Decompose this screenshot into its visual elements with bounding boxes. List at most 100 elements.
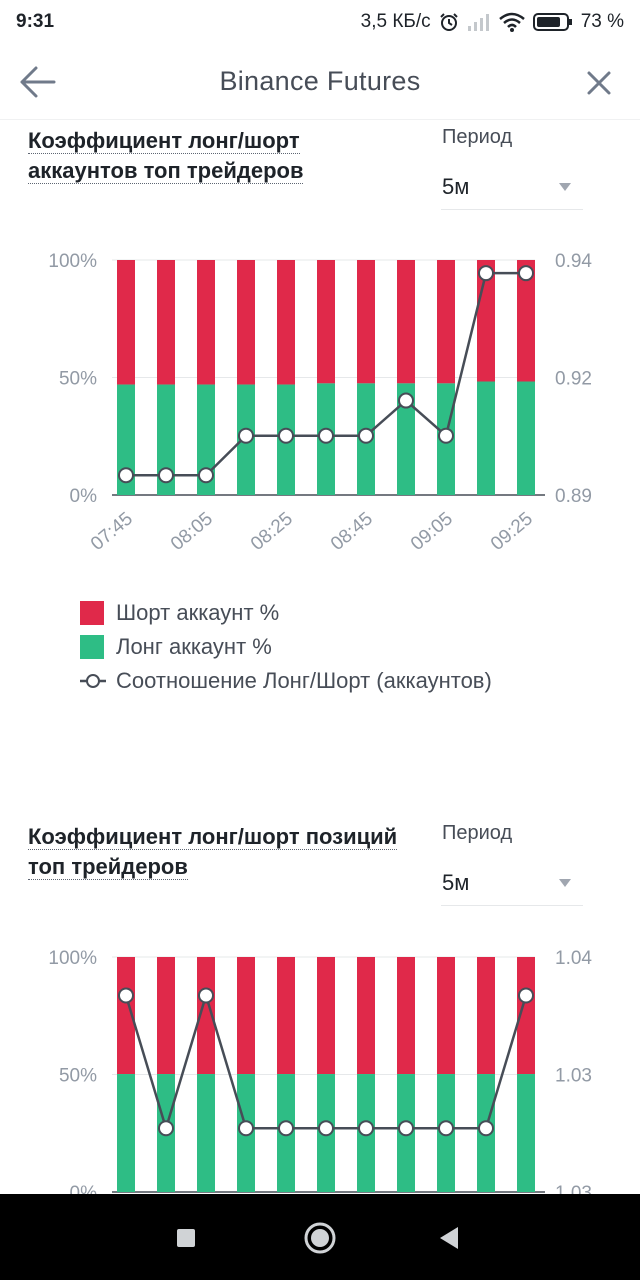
chart1-bar-short xyxy=(117,260,135,385)
wifi-icon xyxy=(498,12,525,32)
legend-item-long[interactable]: Лонг аккаунт % xyxy=(80,630,492,664)
status-time: 9:31 xyxy=(16,11,55,32)
chart2-bar-short xyxy=(477,957,495,1075)
chart2-ratio-point xyxy=(118,987,134,1004)
section2-period-value: 5м xyxy=(442,870,470,895)
chart2-ratio-point xyxy=(198,987,214,1004)
chart1-bar-short xyxy=(157,260,175,385)
back-button[interactable] xyxy=(18,64,58,100)
chart1-right-tick: 0.94 xyxy=(555,251,592,272)
chart1-ratio-point xyxy=(518,265,534,282)
chevron-down-icon xyxy=(559,879,571,887)
recents-button[interactable] xyxy=(164,1216,208,1260)
chart2-right-tick: 1.03 xyxy=(555,1183,592,1194)
chart1-left-tick: 100% xyxy=(48,251,97,272)
chart1-x-tick: 09:05 xyxy=(407,508,457,555)
section1-period-label: Период xyxy=(442,126,513,148)
status-bar: 9:31 3,5 КБ/с 73 % xyxy=(0,0,640,44)
chart2-bar-long xyxy=(517,1074,535,1192)
chevron-down-icon xyxy=(559,183,571,191)
chart1-left-tick: 0% xyxy=(70,486,98,507)
chart1-left-tick: 50% xyxy=(59,369,97,390)
chart1-bar-long xyxy=(477,381,495,495)
chart1-ratio-point xyxy=(158,467,174,484)
chart1-x-tick: 08:05 xyxy=(167,508,217,555)
home-button[interactable] xyxy=(298,1216,342,1260)
chart1-ratio-point xyxy=(118,467,134,484)
chart2-bar-short xyxy=(197,957,215,1075)
battery-percent: 73 % xyxy=(580,11,624,32)
chart1-x-tick: 08:45 xyxy=(327,508,377,555)
chart2-ratio-point xyxy=(398,1120,414,1137)
system-nav-bar xyxy=(0,1194,640,1280)
legend-item-ratio[interactable]: Соотношение Лонг/Шорт (аккаунтов) xyxy=(80,664,492,698)
recents-square-icon xyxy=(177,1229,195,1247)
chart2-ratio-point xyxy=(518,987,534,1004)
section2-title-line2: топ трейдеров xyxy=(28,854,188,880)
chart-account-ratio-svg: 100% 50% 0% 0.94 0.92 0.89 07:45 08:05 08:25 08:4… xyxy=(48,251,592,555)
chart1-ratio-point xyxy=(278,427,294,444)
chart-legend: Шорт аккаунт % Лонг аккаунт % Соотношени… xyxy=(80,596,492,698)
legend-label-long: Лонг аккаунт % xyxy=(116,634,272,659)
legend-item-short[interactable]: Шорт аккаунт % xyxy=(80,596,492,630)
chart1-bar-short xyxy=(317,260,335,384)
chart2-right-tick: 1.04 xyxy=(555,948,592,969)
chart1-bar-short xyxy=(397,260,415,384)
chart2-bar-short xyxy=(277,957,295,1075)
section1-title-line2: аккаунтов топ трейдеров xyxy=(28,158,304,184)
chart1-bar-long xyxy=(197,384,215,495)
chart2-ratio-point xyxy=(158,1120,174,1137)
chart2-ratio-point xyxy=(318,1120,334,1137)
chart2-left-tick: 0% xyxy=(70,1183,98,1194)
chart1-ratio-point xyxy=(238,427,254,444)
app-title: Binance Futures xyxy=(219,66,421,96)
chart1-bar-short xyxy=(237,260,255,385)
section1-period-select[interactable]: 5м xyxy=(441,166,583,210)
chart-position-ratio-svg: 100% 50% 0% 1.04 1.03 1.03 xyxy=(48,948,592,1194)
chart1-ratio-point xyxy=(478,265,494,282)
chart1-right-tick: 0.92 xyxy=(555,369,592,390)
chart1-bar-long xyxy=(157,384,175,495)
chart1-ratio-point xyxy=(398,392,414,409)
section2-period-label: Период xyxy=(442,822,513,844)
chart1-x-tick: 09:25 xyxy=(487,508,537,555)
chart2-bar-short xyxy=(517,957,535,1075)
line-marker-icon xyxy=(80,674,106,688)
section1-title[interactable]: Коэффициент лонг/шорт аккаунтов топ трей… xyxy=(28,126,304,186)
close-button[interactable] xyxy=(584,68,614,98)
chart2-bar-short xyxy=(437,957,455,1075)
chart2-ratio-point xyxy=(438,1120,454,1137)
chart2-bar-short xyxy=(157,957,175,1075)
chart2-ratio-point xyxy=(238,1120,254,1137)
legend-swatch-short xyxy=(80,601,104,625)
chart2-bar-short xyxy=(237,957,255,1075)
back-triangle-icon xyxy=(440,1227,458,1249)
legend-label-ratio: Соотношение Лонг/Шорт (аккаунтов) xyxy=(116,668,492,693)
chart1-bar-short xyxy=(277,260,295,385)
chart2-ratio-point xyxy=(278,1120,294,1137)
chart2-right-tick: 1.03 xyxy=(555,1066,592,1087)
chart1-bar-short xyxy=(197,260,215,385)
chart2-bar-long xyxy=(197,1074,215,1192)
battery-icon xyxy=(532,13,572,31)
chart1-bar-long xyxy=(397,383,415,495)
chart2-ratio-point xyxy=(358,1120,374,1137)
chart1-ratio-point xyxy=(198,467,214,484)
chart1-x-tick: 07:45 xyxy=(87,508,137,555)
section2-title[interactable]: Коэффициент лонг/шорт позиций топ трейде… xyxy=(28,822,398,882)
alarm-icon xyxy=(439,13,458,31)
back-nav-button[interactable] xyxy=(428,1216,472,1260)
chart1-bar-long xyxy=(117,384,135,495)
section2-period-select[interactable]: 5м xyxy=(441,862,583,906)
chart1-bar-long xyxy=(517,381,535,495)
close-icon xyxy=(587,71,611,95)
chart2-bar-short xyxy=(317,957,335,1075)
signal-icon xyxy=(467,14,489,31)
chart2-ratio-point xyxy=(478,1120,494,1137)
chart2-bar-short xyxy=(357,957,375,1075)
section1-title-line1: Коэффициент лонг/шорт xyxy=(28,128,300,154)
chart-account-ratio: 100% 50% 0% 0.94 0.92 0.89 07:45 08:05 08:25 08:4… xyxy=(0,240,640,570)
chart2-left-tick: 100% xyxy=(48,948,97,969)
network-speed: 3,5 КБ/с xyxy=(360,11,431,32)
app-bar: Binance Futures xyxy=(0,44,640,120)
